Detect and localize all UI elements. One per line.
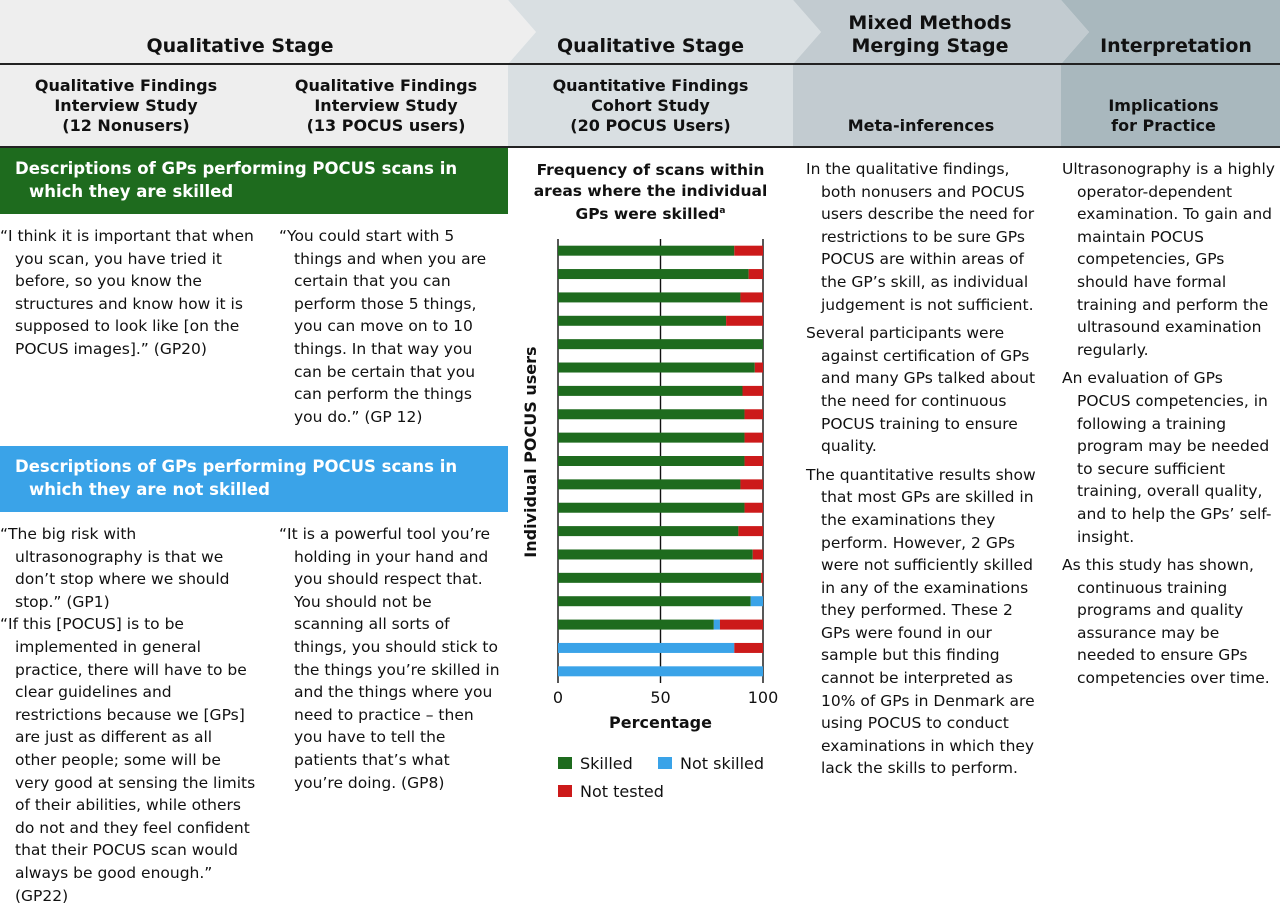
bar-user-9-not-tested: [744, 432, 763, 443]
x-axis-label: Percentage: [609, 713, 712, 732]
bar-user-3-skilled: [558, 292, 741, 303]
stage-header-band: [0, 0, 1280, 64]
stage-3-title: Mixed Methods Merging Stage: [848, 12, 1012, 57]
bar-user-17-skilled: [558, 619, 714, 630]
bar-user-4-skilled: [558, 315, 727, 326]
bar-user-11-not-tested: [740, 479, 763, 490]
bar-user-19-not-skilled: [558, 666, 763, 677]
stage-1-title: Qualitative Stage: [146, 35, 334, 57]
tick-label-x-100: 100: [748, 688, 779, 707]
bar-user-18-not-skilled: [558, 642, 735, 653]
y-axis-label: Individual POCUS users: [521, 347, 540, 558]
col-header-meta-inferences: Meta-inferences: [847, 116, 995, 135]
tick-label-x-0: 0: [553, 688, 563, 707]
bar-user-16-not-skilled: [750, 596, 763, 607]
section-skilled-heading: Descriptions of GPs performing POCUS sca…: [0, 148, 508, 214]
meta-inference-1: In the qualitative findings, both nonuse…: [806, 160, 1035, 314]
bar-user-7-skilled: [558, 385, 743, 396]
quote-skilled-user: “You could start with 5 things and when …: [279, 225, 501, 428]
bar-user-16-skilled: [558, 596, 751, 607]
quote-text: “You could start with 5 things and when …: [279, 227, 487, 426]
bar-user-6-skilled: [558, 362, 755, 373]
stage-3-arrow: [793, 0, 1089, 64]
bar-user-15-not-tested: [760, 572, 763, 583]
quotes-not-skilled-nonusers: “The big risk with ultrasonography is th…: [0, 523, 258, 907]
meta-inference-3: The quantitative results show that most …: [806, 465, 1036, 778]
bar-user-1-not-tested: [734, 245, 763, 256]
bar-user-14-not-tested: [752, 549, 763, 560]
bar-user-11-skilled: [558, 479, 741, 490]
bar-user-15-skilled: [558, 572, 761, 583]
bar-user-8-not-tested: [744, 409, 763, 420]
meta-inference-2: Several participants were against certif…: [806, 324, 1036, 456]
bar-user-10-not-tested: [744, 456, 763, 466]
col-header-bg-2: [508, 65, 793, 146]
bar-user-13-skilled: [558, 526, 739, 537]
bar-user-3-not-tested: [740, 292, 763, 303]
quote-text: “It is a powerful tool you’re holding in…: [279, 525, 500, 792]
bar-user-13-not-tested: [738, 526, 763, 537]
bar-user-10-skilled: [558, 456, 745, 466]
col-header-nonusers: Qualitative Findings Interview Study (12…: [34, 76, 218, 135]
header-divider-bottom: [0, 146, 1280, 148]
bar-user-6-not-tested: [754, 362, 763, 373]
meta-inferences-text: In the qualitative findings, both nonuse…: [806, 158, 1042, 780]
bar-user-1-skilled: [558, 245, 735, 256]
bar-user-7-not-tested: [742, 385, 763, 396]
chart-title-text: Frequency of scans within areas where th…: [533, 161, 768, 224]
bar-user-4-not-tested: [726, 315, 763, 326]
bar-user-9-skilled: [558, 432, 745, 443]
section-not-skilled-heading: Descriptions of GPs performing POCUS sca…: [0, 446, 508, 512]
quote-text: “If this [POCUS] is to be implemented in…: [0, 615, 256, 905]
quote-not-skilled-user: “It is a powerful tool you’re holding in…: [279, 523, 501, 794]
legend-label-skilled: Skilled: [580, 754, 633, 773]
section-skilled-heading-text: Descriptions of GPs performing POCUS sca…: [15, 159, 458, 201]
col-header-pocus-users: Qualitative Findings Interview Study (13…: [294, 76, 478, 135]
implication-3: As this study has shown, continuous trai…: [1062, 556, 1270, 688]
bar-user-12-not-tested: [744, 502, 763, 513]
section-not-skilled-heading-text: Descriptions of GPs performing POCUS sca…: [15, 457, 458, 499]
bar-user-17-not-tested: [719, 619, 763, 630]
bar-user-2-skilled: [558, 269, 749, 280]
bar-user-5-skilled: [558, 339, 763, 350]
stage-2-arrow: [508, 0, 821, 64]
stage-4-title: Interpretation: [1100, 35, 1252, 57]
bar-user-17-not-skilled: [713, 619, 720, 630]
col-header-bg-3: [793, 65, 1061, 146]
legend-label-not-tested: Not tested: [580, 782, 664, 801]
legend-swatch-skilled: [558, 757, 572, 769]
col-header-cohort: Quantitative Findings Cohort Study (20 P…: [552, 76, 749, 135]
stage-1-arrow: [0, 0, 536, 64]
col-header-bg-4: [1061, 65, 1280, 146]
chart-title: Frequency of scans within areas where th…: [523, 160, 778, 225]
quote-skilled-nonuser: “I think it is important that when you s…: [0, 225, 258, 361]
col-header-bg-1: [0, 65, 508, 146]
header-divider-top: [0, 63, 1280, 65]
bar-user-14-skilled: [558, 549, 753, 560]
quote-text: “I think it is important that when you s…: [0, 227, 254, 358]
legend-swatch-not-tested: [558, 785, 572, 797]
stage-4-arrow: [1061, 0, 1280, 64]
bar-user-2-not-tested: [748, 269, 763, 280]
implication-1: Ultrasonography is a highly operator-dep…: [1062, 160, 1275, 359]
scan-frequency-chart: 0 50 100 Percentage Individual POCUS users Sk…: [521, 239, 779, 801]
bar-user-8-skilled: [558, 409, 745, 420]
quote-text: “The big risk with ultrasonography is th…: [0, 525, 230, 611]
legend-label-not-skilled: Not skilled: [680, 754, 764, 773]
chart-title-footnote-mark: a: [719, 206, 726, 216]
stage-2-title: Qualitative Stage: [557, 35, 744, 57]
col-header-implications: Implications for Practice: [1108, 96, 1219, 135]
legend-swatch-not-skilled: [658, 757, 672, 769]
implication-2: An evaluation of GPs POCUS competencies,…: [1062, 369, 1272, 546]
implications-text: Ultrasonography is a highly operator-dep…: [1062, 158, 1276, 690]
bar-user-12-skilled: [558, 502, 745, 513]
tick-label-x-50: 50: [650, 688, 670, 707]
bar-user-18-not-tested: [734, 642, 763, 653]
